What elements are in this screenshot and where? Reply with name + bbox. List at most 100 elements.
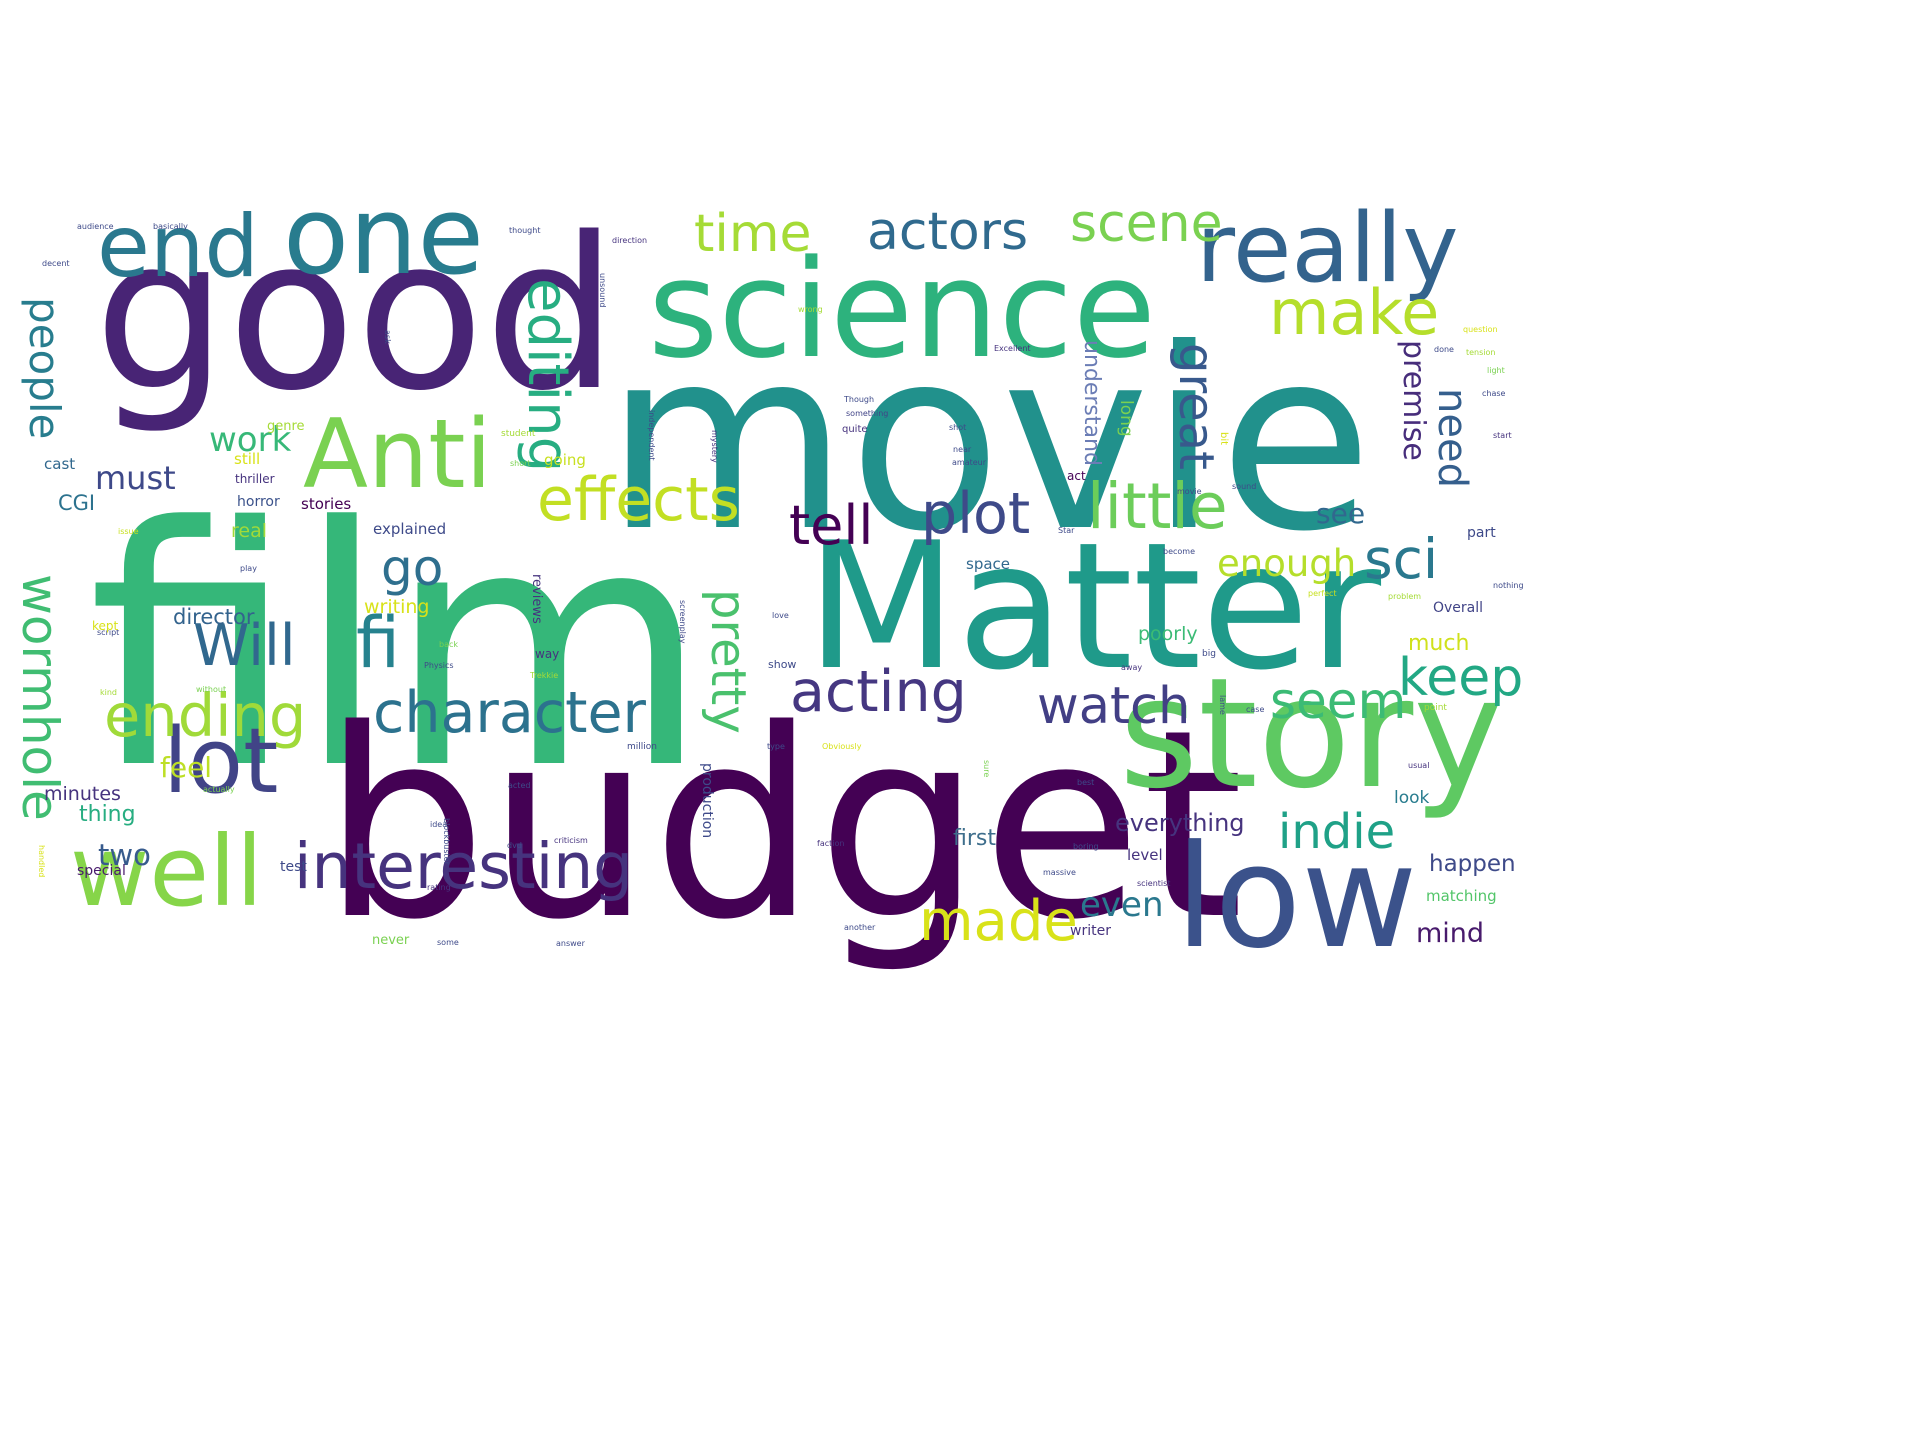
word-actually-130: actually: [203, 785, 235, 794]
word-acting-18: acting: [790, 659, 967, 725]
word-premise-41: premise: [1396, 340, 1431, 461]
word-issue-146: issue: [118, 527, 139, 536]
word-kind-116: kind: [100, 688, 118, 697]
word-mind-53: mind: [1416, 918, 1485, 949]
word-million-127: million: [627, 742, 657, 752]
word-amateur-91: amateur: [952, 458, 987, 467]
word-people-25: people: [20, 297, 69, 440]
word-movie-1: movie: [605, 295, 1373, 586]
word-thing-56: thing: [79, 802, 136, 827]
word-something-86: something: [846, 409, 889, 418]
word-ending-28: ending: [104, 681, 307, 750]
word-never-82: never: [372, 933, 410, 948]
word-editing-24: editing: [515, 278, 580, 473]
word-scientist-139: scientist: [1137, 879, 1171, 888]
word-part-74: part: [1467, 525, 1496, 541]
word-movie-149: movie: [1177, 487, 1202, 496]
word-cast-75: cast: [44, 455, 76, 473]
word-start-107: start: [1493, 431, 1512, 440]
word-one-8: one: [283, 174, 484, 299]
word-even-42: even: [1080, 885, 1164, 925]
word-actors-20: actors: [867, 202, 1029, 262]
word-obviously-128: Obviously: [822, 742, 862, 751]
word-another-143: another: [844, 923, 876, 932]
word-first-51: first: [953, 826, 996, 851]
word-lame-155: lame: [1218, 695, 1227, 715]
word-though-85: Though: [844, 395, 875, 404]
word-sure-147: sure: [982, 760, 991, 778]
word-real-60: real: [231, 520, 268, 542]
word-perfect-108: perfect: [1308, 589, 1337, 598]
word-made-38: made: [919, 889, 1078, 954]
word-dvd-134: dvd: [507, 841, 522, 850]
word-anti-10: Anti: [303, 400, 492, 510]
word-understand-49: understand: [1079, 340, 1104, 466]
word-case-153: case: [1246, 705, 1265, 714]
word-will-30: Will: [193, 613, 296, 679]
word-light-104: light: [1487, 366, 1505, 375]
word-usual-112: usual: [1408, 761, 1430, 770]
word-sound-97: sound: [1232, 482, 1257, 491]
word-decent-101: decent: [42, 259, 70, 268]
word-boring-137: boring: [1073, 842, 1099, 851]
word-space-72: space: [966, 555, 1011, 573]
word-big-125: big: [1202, 649, 1216, 659]
word-watch-34: watch: [1037, 677, 1191, 736]
word-plot-19: plot: [921, 481, 1031, 547]
word-become-150: become: [1163, 547, 1196, 556]
word-love-123: love: [772, 611, 789, 620]
word-tension-103: tension: [1466, 348, 1496, 357]
word-shot-94: shot: [949, 423, 967, 432]
word-reviews-69: reviews: [529, 574, 544, 624]
word-pretty-27: pretty: [700, 589, 756, 734]
word-physics-118: Physics: [424, 661, 454, 670]
word-matter-4: Matter: [806, 506, 1382, 709]
word-level-71: level: [1127, 846, 1163, 864]
word-type-129: type: [767, 742, 785, 751]
word-writing-59: writing: [364, 596, 430, 618]
word-low-7: low: [1175, 815, 1418, 980]
word-budget-3: budget: [322, 675, 1244, 977]
word-short-92: short: [510, 459, 531, 468]
word-play-115: play: [240, 564, 257, 573]
word-minutes-55: minutes: [44, 783, 121, 805]
word-go-31: go: [381, 539, 444, 597]
word-question-102: question: [1463, 325, 1498, 334]
word-thriller-78: thriller: [235, 472, 275, 486]
word-indie-37: indie: [1278, 804, 1396, 860]
word-way-121: way: [535, 647, 560, 661]
word-excellent-83: Excellent: [994, 344, 1031, 353]
word-long-65: long: [1116, 400, 1136, 437]
word-mystery-90: mystery: [710, 430, 719, 463]
word-little-15: little: [1087, 470, 1228, 543]
word-overall-73: Overall: [1433, 600, 1484, 616]
word-test-80: test: [280, 859, 307, 875]
word-special-79: special: [77, 863, 126, 879]
word-lot-13: lot: [163, 709, 279, 814]
word-idea-132: idea: [430, 820, 448, 829]
word-everything-50: everything: [1115, 809, 1245, 837]
word-two-46: two: [98, 838, 151, 872]
word-independent-89: independent: [647, 410, 656, 461]
word-without-117: without: [196, 685, 227, 694]
word-direction-95: direction: [612, 236, 648, 245]
word-acted-131: acted: [508, 781, 531, 790]
word-need-40: need: [1429, 388, 1475, 488]
word-director-58: director: [173, 605, 255, 629]
word-fi-29: fi: [356, 602, 401, 684]
word-answer-142: answer: [556, 939, 585, 948]
word-feel-47: feel: [160, 751, 213, 784]
word-explained-64: explained: [373, 520, 447, 538]
word-going-63: going: [544, 451, 586, 469]
word-bit-154: bit: [1218, 432, 1229, 446]
word-show-124: show: [768, 658, 797, 671]
word-story-6: story: [1119, 645, 1504, 822]
word-well-12: well: [70, 815, 263, 928]
word-faction-136: faction: [817, 839, 845, 848]
word-trekkie-119: Trekkie: [530, 671, 559, 680]
word-basically-100: basically: [153, 222, 188, 231]
word-ask-151: ask: [383, 330, 392, 344]
word-chase-106: chase: [1482, 389, 1506, 398]
word-thought-96: thought: [509, 226, 541, 235]
